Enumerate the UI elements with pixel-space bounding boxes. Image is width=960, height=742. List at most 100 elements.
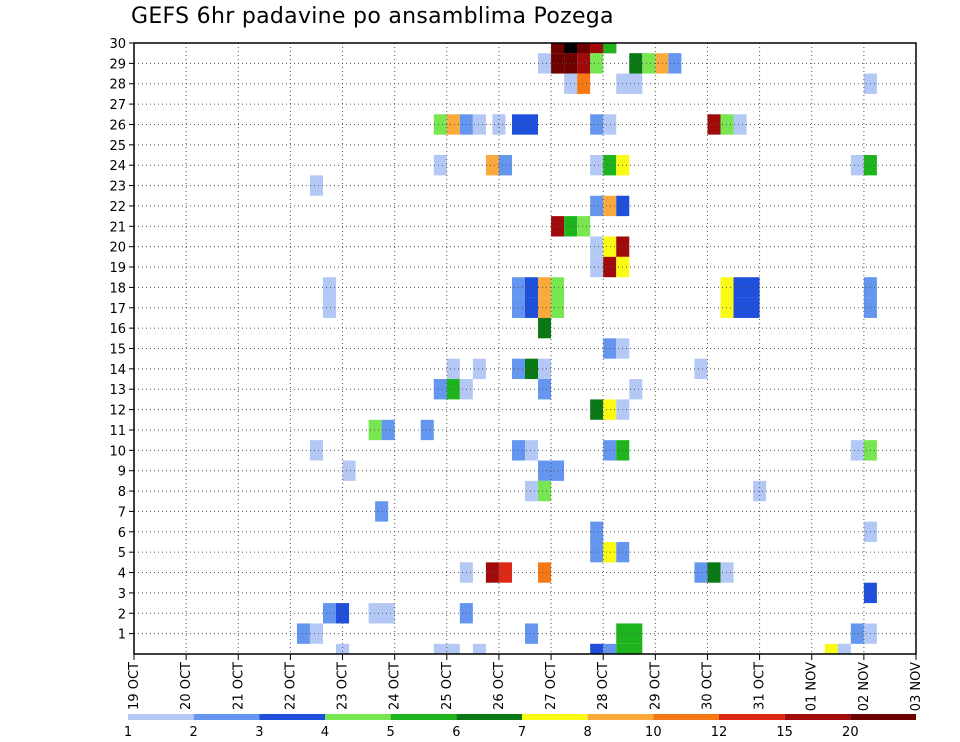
heatmap-cell	[498, 562, 512, 583]
heatmap-cell	[694, 562, 708, 583]
legend-label: 8	[584, 725, 592, 740]
heatmap-cell	[590, 53, 604, 74]
heatmap-cell	[498, 155, 512, 176]
legend-swatch	[522, 714, 588, 720]
x-tick-label: 21 OCT	[231, 662, 246, 710]
legend-swatch	[390, 714, 457, 720]
heatmap-cell	[616, 643, 643, 654]
legend-label: 5	[387, 725, 395, 740]
y-tick-label: 27	[109, 98, 126, 113]
heatmap-cell	[733, 114, 747, 135]
heatmap-cell	[525, 297, 539, 318]
heatmap-cell	[590, 236, 604, 257]
legend-swatch	[325, 714, 391, 720]
y-tick-label: 14	[109, 363, 126, 378]
legend-label: 7	[518, 725, 526, 740]
heatmap-cell	[603, 541, 617, 563]
x-tick-label: 25 OCT	[440, 662, 455, 710]
x-tick-label: 26 OCT	[492, 662, 507, 710]
heatmap-cell	[525, 277, 539, 298]
heatmap-cell	[590, 399, 604, 420]
heatmap-cell	[590, 256, 604, 278]
heatmap-cell	[525, 623, 539, 644]
legend-label: 15	[776, 725, 793, 740]
y-tick-label: 10	[109, 444, 126, 459]
heatmap-cell	[577, 53, 591, 74]
heatmap-cell	[551, 53, 565, 74]
x-tick-label: 28 OCT	[596, 662, 611, 710]
legend-swatch	[193, 714, 260, 720]
y-tick-label: 16	[109, 322, 126, 337]
x-tick-label: 31 OCT	[753, 662, 768, 710]
heatmap-cell	[850, 155, 864, 176]
heatmap-cell	[603, 256, 617, 278]
y-tick-label: 9	[118, 465, 126, 480]
heatmap-cell	[446, 358, 460, 380]
legend-swatch	[456, 714, 522, 720]
heatmap-cell	[720, 114, 734, 135]
legend-swatch	[128, 714, 194, 720]
x-tick-label: 19 OCT	[127, 662, 142, 710]
color-legend: 1 2 3 4 5 6 7 8 10 12 15 20	[124, 714, 916, 740]
heatmap-cell	[720, 562, 734, 583]
y-tick-label: 26	[109, 118, 126, 133]
heatmap-cell	[590, 195, 604, 217]
x-tick-label: 03 NOV	[909, 662, 924, 711]
heatmap-cell	[850, 440, 864, 461]
heatmap-cell	[472, 114, 486, 135]
heatmap-cell	[538, 277, 552, 298]
heatmap-cell	[629, 53, 643, 74]
y-tick-label: 18	[109, 281, 126, 296]
heatmap-cell	[694, 358, 708, 380]
legend-label: 2	[190, 725, 198, 740]
legend-swatch	[784, 714, 851, 720]
heatmap-cell	[603, 399, 617, 420]
y-tick-label: 13	[109, 383, 126, 398]
heatmap-cell	[551, 297, 565, 318]
heatmap-cell	[603, 643, 617, 654]
y-tick-label: 3	[118, 587, 126, 602]
heatmap-cell	[322, 277, 337, 298]
heatmap-cell	[538, 480, 552, 502]
heatmap-cell	[322, 297, 337, 318]
heatmap-cell	[485, 155, 499, 176]
heatmap-cell	[342, 460, 356, 481]
heatmap-cell	[538, 379, 552, 400]
heatmap-cell	[603, 440, 617, 461]
legend-swatch	[850, 714, 916, 720]
heatmap-cell	[538, 358, 552, 380]
heatmap-cell	[590, 643, 604, 654]
heatmap-cell	[551, 216, 565, 237]
heatmap-cell	[433, 155, 447, 176]
heatmap-cell	[538, 317, 552, 339]
heatmap-cell	[616, 73, 643, 94]
y-tick-label: 23	[109, 180, 126, 195]
y-tick-label: 1	[118, 628, 126, 643]
heatmap-cell	[511, 114, 539, 135]
heatmap-cell	[472, 358, 486, 380]
cells-layer	[296, 43, 877, 654]
heatmap-cell	[433, 114, 447, 135]
heatmap-cell	[538, 297, 552, 318]
heatmap-cell	[824, 643, 838, 654]
heatmap-cell	[525, 440, 539, 461]
y-tick-label: 4	[118, 567, 126, 582]
heatmap-cell	[296, 623, 310, 644]
y-tick-label: 12	[109, 404, 126, 419]
y-tick-label: 6	[118, 526, 126, 541]
heatmap-cell	[720, 277, 734, 298]
legend-label: 6	[452, 725, 460, 740]
heatmap-cell	[720, 297, 734, 318]
heatmap-cell	[603, 43, 617, 54]
legend-label: 20	[842, 725, 859, 740]
heatmap-cell	[368, 419, 382, 441]
heatmap-cell	[309, 440, 323, 461]
heatmap-cell	[707, 562, 721, 583]
heatmap-cell	[433, 643, 460, 654]
heatmap-cell	[590, 155, 604, 176]
y-tick-label: 7	[118, 505, 126, 520]
heatmap-cell	[538, 53, 552, 74]
x-tick-label: 30 OCT	[700, 662, 715, 710]
heatmap-cell	[538, 562, 552, 583]
